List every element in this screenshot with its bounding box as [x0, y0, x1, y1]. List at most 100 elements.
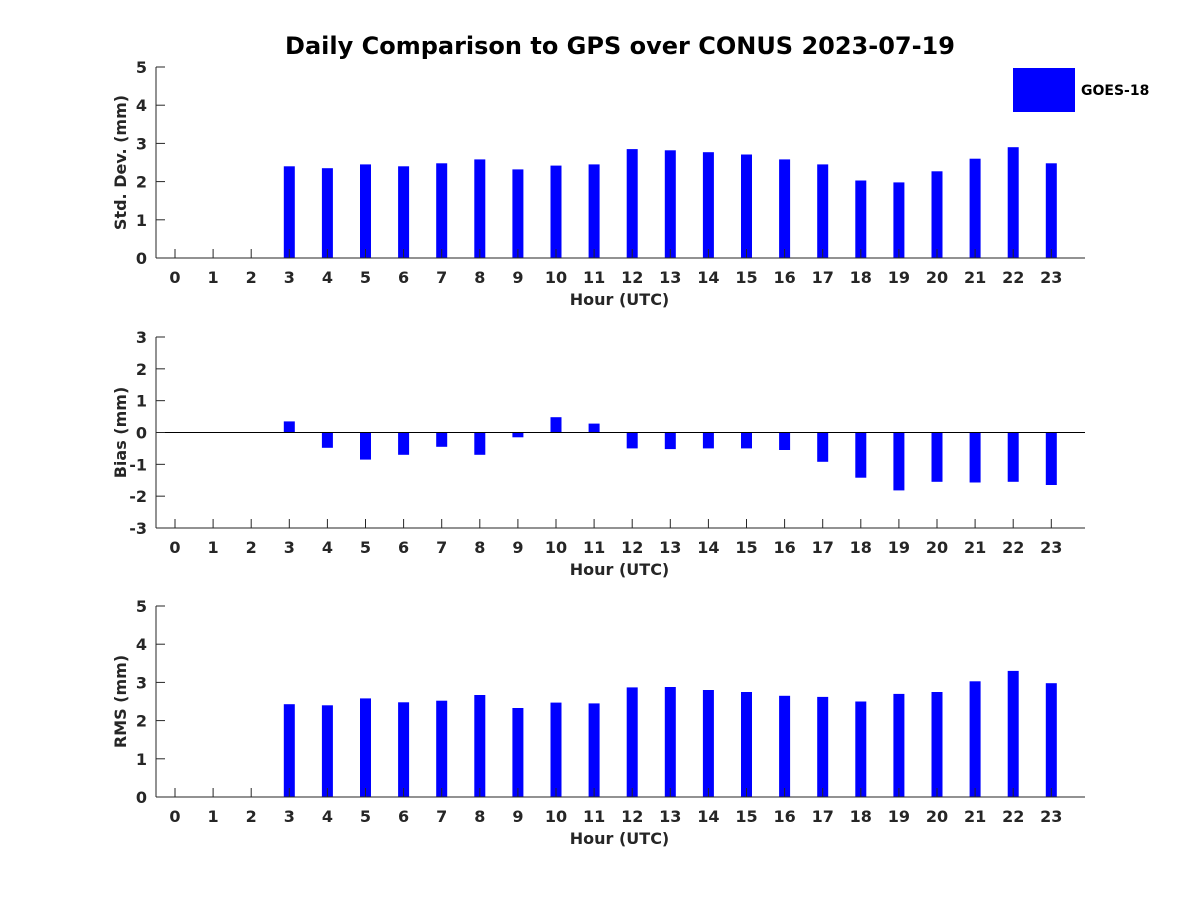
bar-hour-8 [474, 695, 486, 797]
x-tick-label: 14 [697, 807, 719, 826]
bar-hour-11 [588, 703, 600, 797]
x-tick-label: 2 [246, 538, 257, 557]
bar-hour-23 [1045, 683, 1057, 797]
bar-hour-3 [283, 166, 295, 258]
bar-hour-9 [512, 708, 524, 797]
x-tick-label: 9 [512, 268, 523, 287]
bar-hour-18 [855, 701, 867, 797]
x-tick-label: 12 [621, 268, 643, 287]
x-tick-label: 4 [322, 538, 333, 557]
x-tick-label: 8 [474, 807, 485, 826]
x-tick-label: 18 [850, 807, 872, 826]
x-tick-label: 18 [850, 268, 872, 287]
x-tick-label: 12 [621, 807, 643, 826]
bar-hour-13 [664, 687, 676, 797]
bar-hour-10 [550, 417, 562, 433]
bar-hour-16 [779, 159, 791, 258]
bar-hour-9 [512, 432, 524, 438]
bar-hour-22 [1007, 670, 1019, 797]
y-tick-label: 3 [136, 673, 147, 692]
x-tick-label: 1 [208, 538, 219, 557]
bar-hour-15 [741, 692, 752, 797]
y-tick-label: 0 [136, 249, 147, 268]
x-tick-label: 11 [583, 807, 605, 826]
x-tick-label: 1 [208, 268, 219, 287]
x-tick-label: 22 [1002, 268, 1024, 287]
x-tick-label: 20 [926, 538, 948, 557]
x-tick-label: 4 [322, 807, 333, 826]
x-tick-label: 15 [735, 807, 757, 826]
x-tick-label: 13 [659, 268, 681, 287]
x-tick-label: 17 [812, 538, 834, 557]
bar-hour-22 [1007, 432, 1019, 482]
bar-hour-23 [1045, 163, 1057, 258]
y-axis-label: Bias (mm) [111, 387, 130, 479]
x-tick-label: 9 [512, 807, 523, 826]
bar-hour-6 [398, 432, 410, 455]
bar-hour-4 [321, 168, 333, 258]
bar-hour-8 [474, 432, 486, 455]
bar-hour-15 [741, 154, 752, 258]
x-tick-label: 6 [398, 807, 409, 826]
bar-hour-20 [931, 692, 943, 797]
bar-hour-5 [360, 432, 371, 460]
x-tick-label: 7 [436, 268, 447, 287]
bar-hour-21 [969, 681, 981, 797]
x-tick-label: 20 [926, 807, 948, 826]
x-tick-label: 23 [1040, 807, 1062, 826]
x-tick-label: 0 [169, 538, 180, 557]
bar-hour-8 [474, 159, 486, 258]
bar-hour-23 [1045, 432, 1057, 485]
y-axis-label: Std. Dev. (mm) [111, 95, 130, 230]
x-tick-label: 0 [169, 268, 180, 287]
x-tick-label: 21 [964, 807, 986, 826]
x-tick-label: 10 [545, 538, 567, 557]
x-tick-label: 15 [735, 538, 757, 557]
bar-hour-17 [817, 696, 829, 797]
bar-hour-11 [588, 164, 600, 258]
x-tick-label: 18 [850, 538, 872, 557]
bar-hour-21 [969, 158, 981, 258]
x-tick-label: 13 [659, 538, 681, 557]
x-tick-label: 22 [1002, 538, 1024, 557]
bar-hour-6 [398, 702, 410, 797]
x-tick-label: 2 [246, 807, 257, 826]
x-tick-label: 15 [735, 268, 757, 287]
bar-hour-21 [969, 432, 981, 483]
bar-hour-14 [702, 152, 714, 258]
bar-hour-19 [893, 182, 905, 258]
x-tick-label: 11 [583, 538, 605, 557]
y-tick-label: 0 [136, 788, 147, 807]
y-tick-label: 1 [136, 392, 147, 411]
chart-title: Daily Comparison to GPS over CONUS 2023-… [285, 32, 955, 60]
x-tick-label: 7 [436, 538, 447, 557]
x-tick-label: 12 [621, 538, 643, 557]
x-axis-label: Hour (UTC) [570, 560, 670, 579]
y-tick-label: 2 [136, 360, 147, 379]
bar-hour-11 [588, 423, 600, 433]
bar-hour-13 [664, 150, 676, 258]
y-tick-label: 2 [136, 712, 147, 731]
x-tick-label: 7 [436, 807, 447, 826]
bar-hour-16 [779, 695, 791, 797]
x-tick-label: 19 [888, 807, 910, 826]
x-tick-label: 8 [474, 268, 485, 287]
x-tick-label: 16 [773, 807, 795, 826]
bar-hour-10 [550, 165, 562, 258]
y-tick-label: -1 [129, 455, 147, 474]
bar-hour-18 [855, 180, 867, 258]
x-tick-label: 23 [1040, 538, 1062, 557]
x-tick-label: 17 [812, 807, 834, 826]
bar-hour-15 [741, 432, 752, 449]
x-tick-label: 10 [545, 807, 567, 826]
x-tick-label: 14 [697, 538, 719, 557]
y-tick-label: 3 [136, 328, 147, 347]
x-tick-label: 19 [888, 538, 910, 557]
x-tick-label: 21 [964, 268, 986, 287]
x-tick-label: 3 [284, 538, 295, 557]
y-tick-label: 1 [136, 211, 147, 230]
bar-hour-22 [1007, 147, 1019, 258]
